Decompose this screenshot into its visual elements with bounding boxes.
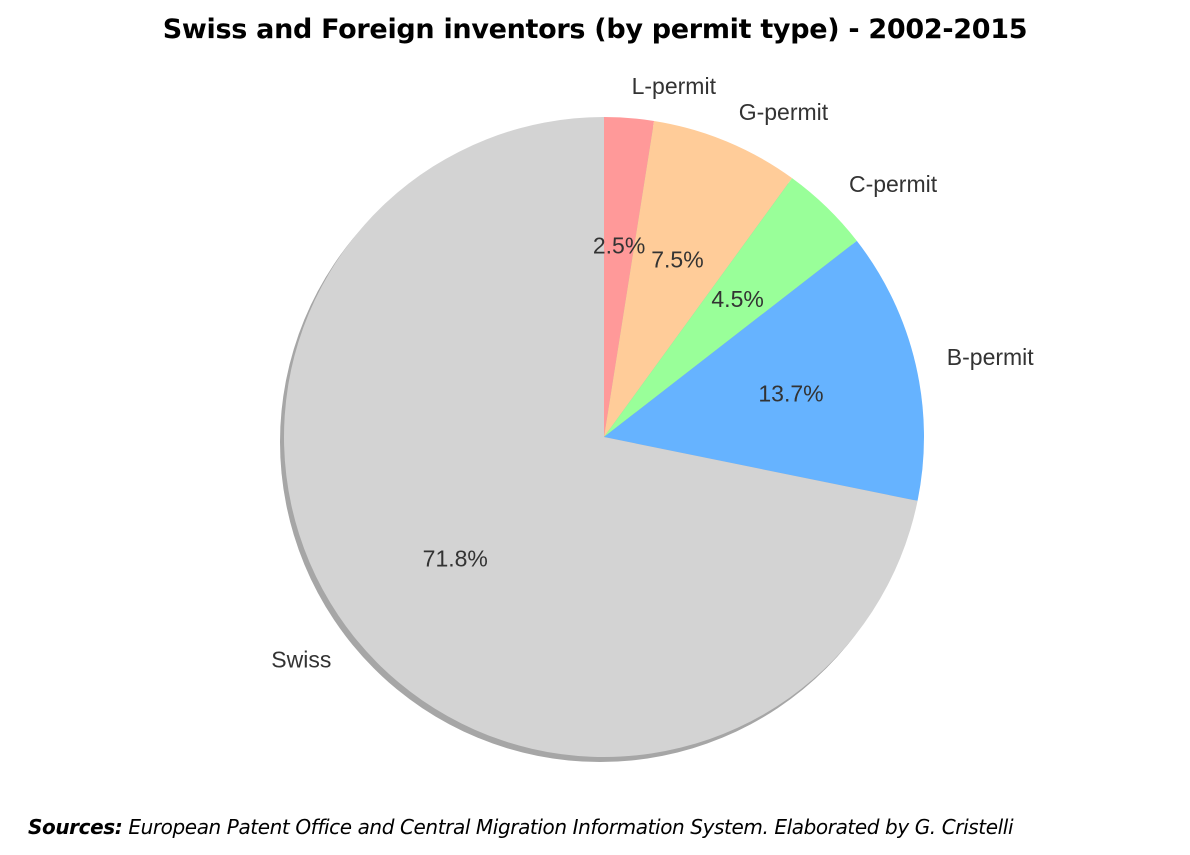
slice-pct-c-permit: 4.5% [711, 286, 763, 312]
slice-label-g-permit: G-permit [739, 99, 829, 125]
chart-title: Swiss and Foreign inventors (by permit t… [162, 14, 1028, 45]
slice-label-l-permit: L-permit [632, 73, 717, 99]
pie-slice-b-permit [604, 240, 924, 501]
pie-slice-c-permit [604, 178, 857, 437]
slice-pct-l-permit: 2.5% [593, 233, 645, 259]
slice-label-b-permit: B-permit [947, 344, 1035, 370]
pie-slice-l-permit [604, 117, 655, 437]
sources-text: European Patent Office and Central Migra… [122, 815, 1014, 839]
slice-label-c-permit: C-permit [849, 171, 938, 197]
pie-slices [284, 117, 924, 757]
pie-labels: L-permit 2.5% G-permit 7.5% C-permit 4.5% B-pe… [271, 73, 1034, 673]
sources-label: Sources: [28, 815, 123, 839]
sources-footer: Sources: European Patent Office and Cent… [28, 815, 1178, 839]
slice-pct-b-permit: 13.7% [758, 380, 823, 406]
slice-pct-g-permit: 7.5% [651, 247, 703, 273]
pie-slice-g-permit [604, 120, 793, 437]
slice-label-swiss: Swiss [271, 647, 331, 673]
pie-slice-swiss [284, 117, 918, 757]
slice-pct-swiss: 71.8% [423, 545, 488, 571]
